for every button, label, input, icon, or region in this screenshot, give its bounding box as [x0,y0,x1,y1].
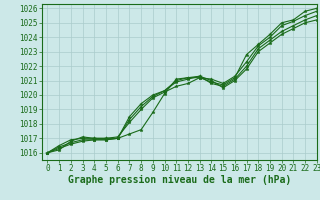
X-axis label: Graphe pression niveau de la mer (hPa): Graphe pression niveau de la mer (hPa) [68,175,291,185]
